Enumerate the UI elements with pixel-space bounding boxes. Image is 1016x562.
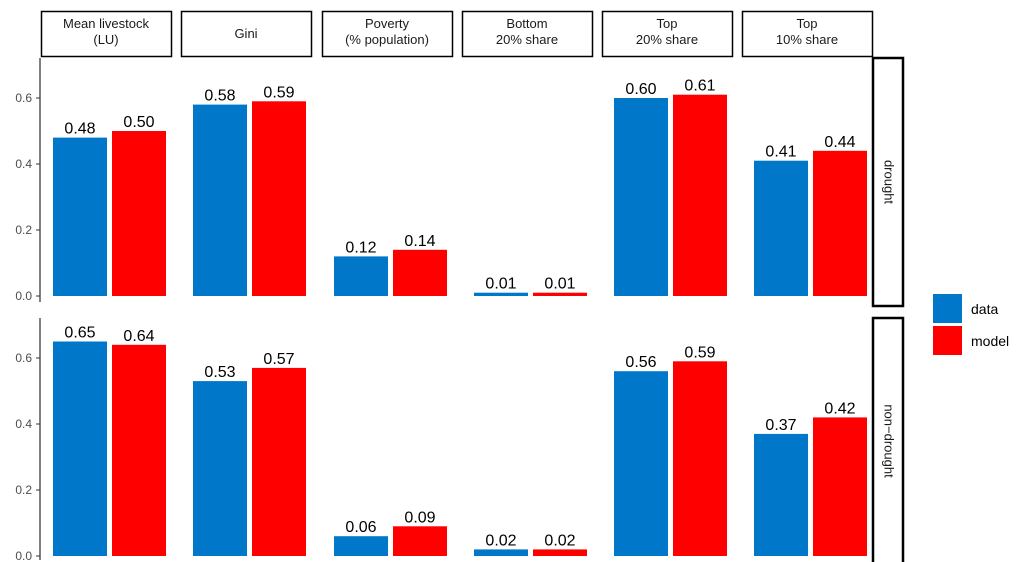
column-strip-label: (LU) bbox=[93, 32, 118, 47]
data-label-data: 0.65 bbox=[64, 325, 95, 342]
data-label-data: 0.02 bbox=[485, 532, 516, 549]
data-label-model: 0.50 bbox=[123, 114, 154, 131]
data-label-model: 0.59 bbox=[684, 344, 715, 361]
bar-model bbox=[813, 417, 867, 556]
legend-label-model: model bbox=[971, 333, 1009, 349]
bar-model bbox=[112, 344, 166, 556]
column-strip-box bbox=[741, 10, 874, 58]
bar-model bbox=[252, 367, 306, 556]
data-label-model: 0.42 bbox=[824, 400, 855, 417]
column-strip-label: 20% share bbox=[636, 32, 698, 47]
bar-data bbox=[474, 292, 528, 296]
bar-model bbox=[112, 131, 166, 296]
data-label-data: 0.60 bbox=[625, 81, 656, 98]
data-label-model: 0.02 bbox=[544, 532, 575, 549]
column-strip-box bbox=[40, 10, 173, 58]
bar-data bbox=[193, 104, 247, 296]
data-label-model: 0.61 bbox=[684, 78, 715, 95]
bar-data bbox=[614, 371, 668, 556]
column-strip-label: (% population) bbox=[345, 32, 429, 47]
data-label-model: 0.14 bbox=[404, 233, 435, 250]
data-label-model: 0.01 bbox=[544, 276, 575, 293]
row-strip-box bbox=[871, 316, 905, 562]
data-label-data: 0.06 bbox=[345, 519, 376, 536]
data-label-data: 0.12 bbox=[345, 239, 376, 256]
bar-data bbox=[754, 160, 808, 296]
row-strip-box bbox=[871, 56, 905, 308]
bar-model bbox=[673, 361, 727, 556]
bar-model bbox=[252, 101, 306, 296]
data-label-model: 0.64 bbox=[123, 328, 154, 345]
data-label-data: 0.56 bbox=[625, 354, 656, 371]
data-label-model: 0.57 bbox=[263, 351, 294, 368]
y-tick-label: 0.2 bbox=[15, 483, 32, 497]
data-label-model: 0.59 bbox=[263, 84, 294, 101]
column-strip-label: Bottom bbox=[506, 16, 547, 31]
y-tick-label: 0.4 bbox=[15, 417, 32, 431]
column-strip-box bbox=[180, 10, 313, 58]
bar-data bbox=[474, 549, 528, 556]
bar-model bbox=[533, 292, 587, 296]
y-tick-label: 0.4 bbox=[15, 157, 32, 171]
bar-data bbox=[334, 536, 388, 556]
bar-model bbox=[393, 526, 447, 556]
column-strip-box bbox=[461, 10, 594, 58]
data-label-data: 0.01 bbox=[485, 276, 516, 293]
column-strip-box bbox=[321, 10, 454, 58]
data-label-model: 0.44 bbox=[824, 134, 855, 151]
bar-model bbox=[813, 150, 867, 296]
y-tick-label: 0.6 bbox=[15, 91, 32, 105]
y-tick-label: 0.6 bbox=[15, 351, 32, 365]
bar-data bbox=[334, 256, 388, 296]
bar-data bbox=[614, 98, 668, 296]
data-label-data: 0.41 bbox=[765, 144, 796, 161]
column-strip-label: Gini bbox=[234, 26, 257, 41]
data-label-model: 0.09 bbox=[404, 509, 435, 526]
y-tick-label: 0.0 bbox=[15, 289, 32, 303]
data-label-data: 0.37 bbox=[765, 417, 796, 434]
column-strip-box bbox=[601, 10, 734, 58]
data-label-data: 0.48 bbox=[64, 121, 95, 138]
bar-data bbox=[193, 381, 247, 556]
row-strip-label: drought bbox=[882, 160, 897, 204]
y-tick-label: 0.2 bbox=[15, 223, 32, 237]
column-strip-label: Mean livestock bbox=[63, 16, 149, 31]
column-strip-label: Top bbox=[797, 16, 818, 31]
y-tick-label: 0.0 bbox=[15, 549, 32, 562]
column-strip-label: 10% share bbox=[776, 32, 838, 47]
bar-model bbox=[393, 249, 447, 296]
bar-data bbox=[754, 433, 808, 556]
data-label-data: 0.53 bbox=[204, 364, 235, 381]
legend-label-data: data bbox=[971, 301, 998, 317]
bar-model bbox=[673, 94, 727, 296]
bar-data bbox=[53, 341, 107, 556]
data-label-data: 0.58 bbox=[204, 88, 235, 105]
legend-key-data bbox=[933, 294, 962, 323]
legend-key-model bbox=[933, 326, 962, 355]
bar-data bbox=[53, 137, 107, 296]
bar-model bbox=[533, 549, 587, 556]
column-strip-label: Poverty bbox=[365, 16, 410, 31]
row-strip-label: non−drought bbox=[882, 404, 897, 478]
column-strip-label: Top bbox=[657, 16, 678, 31]
column-strip-label: 20% share bbox=[496, 32, 558, 47]
